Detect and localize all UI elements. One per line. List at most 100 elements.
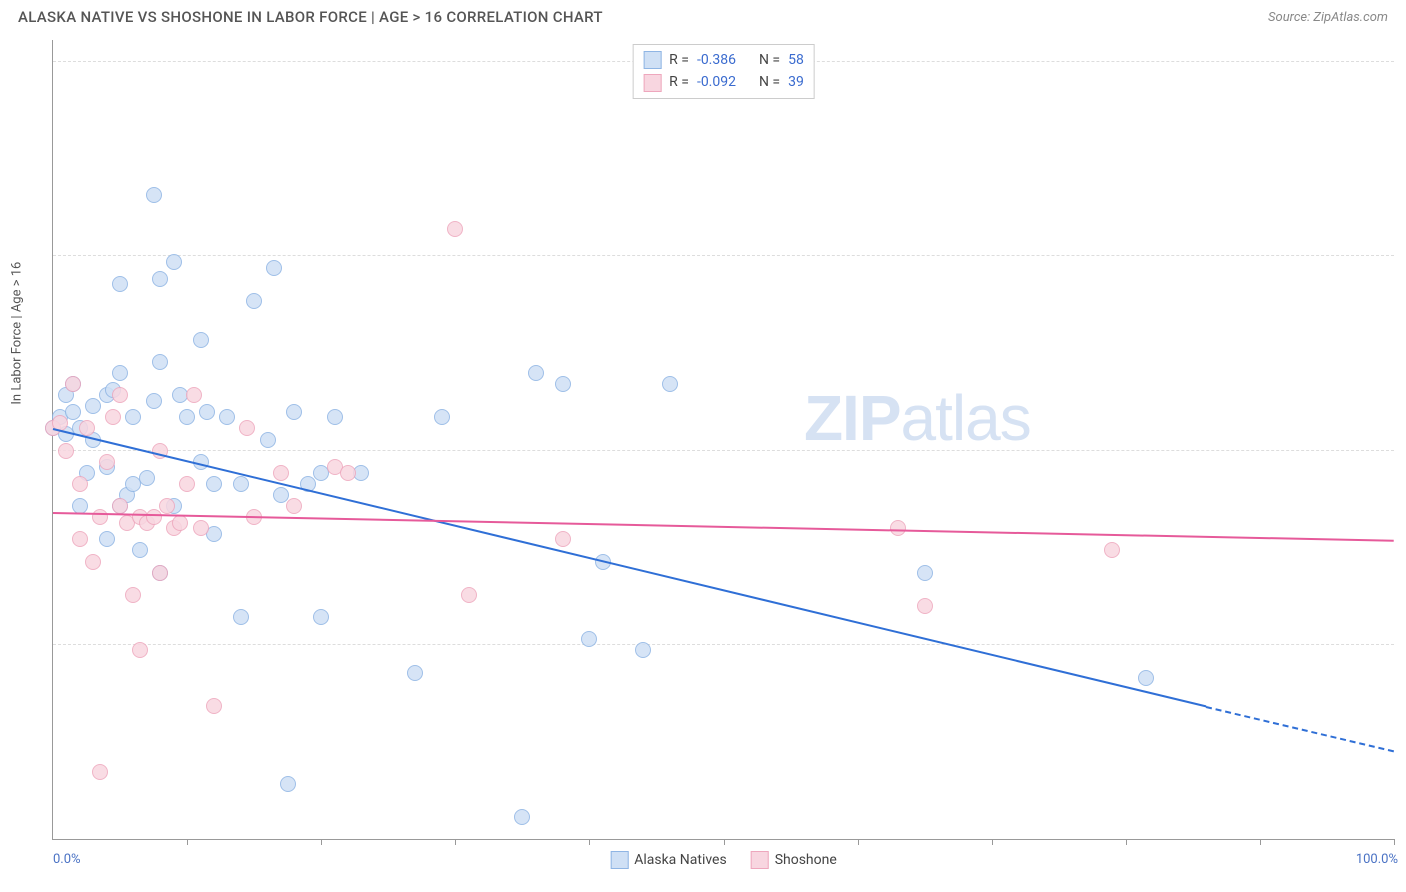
data-point xyxy=(85,398,101,414)
data-point xyxy=(340,465,356,481)
data-point xyxy=(105,409,121,425)
data-point xyxy=(280,776,296,792)
data-point xyxy=(92,509,108,525)
data-point xyxy=(555,531,571,547)
legend-swatch xyxy=(610,851,628,869)
chart-area: ZIPatlas In Labor Force | Age > 16 0.0% … xyxy=(52,40,1394,840)
data-point xyxy=(72,531,88,547)
data-point xyxy=(635,642,651,658)
data-point xyxy=(233,476,249,492)
legend-correlation-row: R = -0.386 N = 58 xyxy=(643,49,804,71)
data-point xyxy=(273,487,289,503)
data-point xyxy=(159,498,175,514)
legend-series-item: Alaska Natives xyxy=(610,851,727,869)
y-tick-label: 65.0% xyxy=(1398,428,1406,443)
data-point xyxy=(193,332,209,348)
data-point xyxy=(260,432,276,448)
data-point xyxy=(193,520,209,536)
data-point xyxy=(112,365,128,381)
data-point xyxy=(179,409,195,425)
data-point xyxy=(99,531,115,547)
data-point xyxy=(514,809,530,825)
data-point xyxy=(166,254,182,270)
data-point xyxy=(112,276,128,292)
data-point xyxy=(1104,542,1120,558)
data-point xyxy=(246,293,262,309)
x-axis-min-label: 0.0% xyxy=(53,852,81,867)
legend-n-value: 58 xyxy=(788,49,804,71)
legend-swatch xyxy=(643,51,661,69)
x-axis-max-label: 100.0% xyxy=(1356,852,1398,867)
y-tick-label: 100.0% xyxy=(1398,40,1406,55)
legend-series-label: Alaska Natives xyxy=(634,852,727,868)
x-tick xyxy=(1260,839,1261,845)
legend-n-value: 39 xyxy=(788,71,804,93)
data-point xyxy=(85,554,101,570)
x-tick xyxy=(589,839,590,845)
data-point xyxy=(233,609,249,625)
data-point xyxy=(92,764,108,780)
data-point xyxy=(407,665,423,681)
data-point xyxy=(125,587,141,603)
x-tick xyxy=(455,839,456,845)
y-axis-label: In Labor Force | Age > 16 xyxy=(10,261,25,404)
data-point xyxy=(461,587,477,603)
legend-series-item: Shoshone xyxy=(751,851,837,869)
data-point xyxy=(199,404,215,420)
legend-n-label: N = xyxy=(759,71,780,93)
legend-series-label: Shoshone xyxy=(775,852,837,868)
data-point xyxy=(273,465,289,481)
legend-r-label: R = xyxy=(669,71,689,93)
data-point xyxy=(72,476,88,492)
data-point xyxy=(186,387,202,403)
data-point xyxy=(528,365,544,381)
legend-r-label: R = xyxy=(669,49,689,71)
data-point xyxy=(219,409,235,425)
series-legend: Alaska Natives Shoshone xyxy=(610,851,837,869)
data-point xyxy=(313,609,329,625)
data-point xyxy=(152,354,168,370)
x-tick xyxy=(187,839,188,845)
data-point xyxy=(152,271,168,287)
data-point xyxy=(125,409,141,425)
data-point xyxy=(286,498,302,514)
data-point xyxy=(139,470,155,486)
data-point xyxy=(65,404,81,420)
data-point xyxy=(146,393,162,409)
y-tick-label: 82.5% xyxy=(1398,234,1406,249)
chart-title: ALASKA NATIVE VS SHOSHONE IN LABOR FORCE… xyxy=(18,8,603,26)
legend-swatch xyxy=(751,851,769,869)
data-point xyxy=(447,221,463,237)
data-point xyxy=(662,376,678,392)
gridline xyxy=(53,644,1394,645)
data-point xyxy=(555,376,571,392)
data-point xyxy=(172,515,188,531)
data-point xyxy=(58,443,74,459)
x-tick xyxy=(724,839,725,845)
gridline xyxy=(53,255,1394,256)
data-point xyxy=(206,698,222,714)
x-tick xyxy=(1394,839,1395,845)
legend-n-label: N = xyxy=(759,49,780,71)
data-point xyxy=(581,631,597,647)
x-tick xyxy=(858,839,859,845)
data-point xyxy=(327,409,343,425)
legend-correlation-row: R = -0.092 N = 39 xyxy=(643,71,804,93)
data-point xyxy=(239,420,255,436)
x-tick xyxy=(1126,839,1127,845)
data-point xyxy=(112,498,128,514)
data-point xyxy=(152,565,168,581)
data-point xyxy=(132,542,148,558)
correlation-legend: R = -0.386 N = 58R = -0.092 N = 39 xyxy=(632,44,815,99)
data-point xyxy=(206,476,222,492)
legend-swatch xyxy=(643,74,661,92)
data-point xyxy=(1138,670,1154,686)
trend-line xyxy=(53,428,1207,707)
gridline xyxy=(53,450,1394,451)
trend-line xyxy=(1206,706,1394,752)
data-point xyxy=(132,642,148,658)
data-point xyxy=(890,520,906,536)
data-point xyxy=(266,260,282,276)
data-point xyxy=(286,404,302,420)
data-point xyxy=(917,598,933,614)
